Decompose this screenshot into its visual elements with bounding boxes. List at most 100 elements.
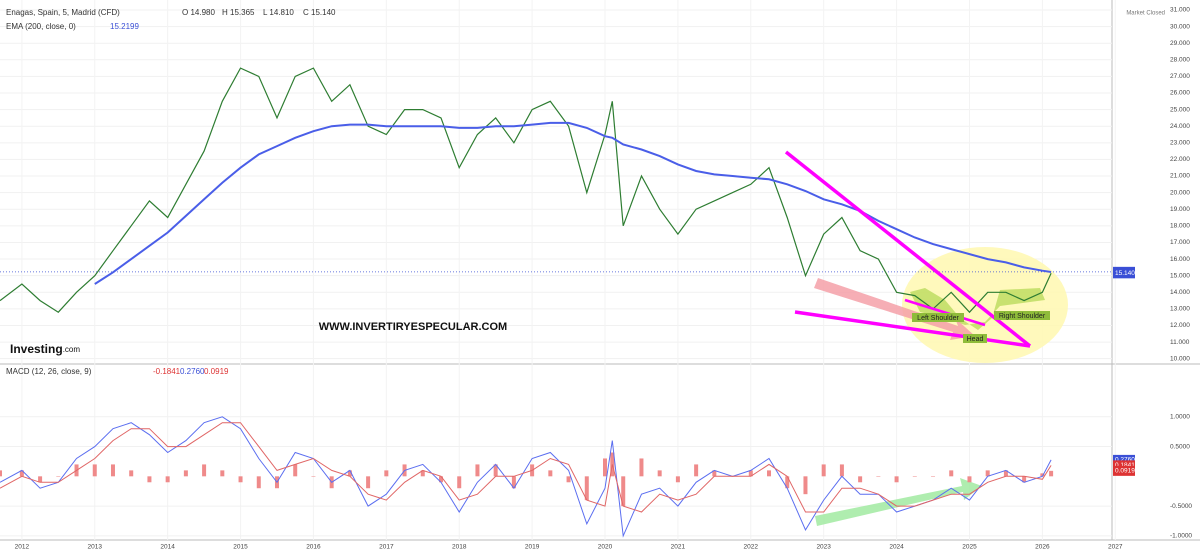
y-tick-label: 12.000 [1170, 322, 1190, 329]
histogram-bar [748, 470, 753, 477]
ohlc: C 15.140 [303, 8, 336, 17]
histogram-bar [694, 464, 699, 477]
y-tick-label: 15.000 [1170, 272, 1190, 279]
ema-line [94, 121, 1052, 285]
histogram-bar [92, 464, 97, 477]
y-tick-label: 23.000 [1170, 140, 1190, 147]
y-tick-label: 1.0000 [1170, 414, 1190, 421]
histogram-bar [38, 476, 43, 483]
y-tick-label: 14.000 [1170, 289, 1190, 296]
histogram-bar [293, 464, 298, 477]
macd-value: 0.2760 [180, 367, 205, 376]
pattern-area [910, 288, 1045, 330]
trendline [904, 298, 986, 327]
histogram-bar [858, 476, 863, 483]
histogram-bar [639, 458, 644, 477]
price-line [0, 67, 1052, 314]
histogram-bar [256, 476, 261, 489]
histogram-bar [129, 470, 134, 477]
histogram-bar [949, 470, 954, 477]
ohlc: H 15.365 [222, 8, 255, 17]
histogram-bar [1003, 470, 1008, 477]
histogram-bar [420, 470, 425, 477]
histogram-bar [603, 458, 608, 477]
histogram-bar [183, 470, 188, 477]
ohlc: O 14.980 [182, 8, 215, 17]
macd-line [0, 416, 1052, 538]
y-tick-label: -1.0000 [1170, 533, 1192, 540]
histogram-bar [785, 476, 790, 489]
histogram-bar [657, 470, 662, 477]
x-tick-label: 2025 [962, 544, 977, 551]
histogram-bar [311, 476, 316, 477]
histogram-bar [584, 476, 589, 501]
y-tick-label: 30.000 [1170, 23, 1190, 30]
market-status: Market Closed [1126, 11, 1165, 17]
indicator-value: 15.2199 [110, 22, 139, 31]
trendline [794, 310, 1031, 348]
logo-brand: Investing [10, 342, 63, 356]
price-tag [1113, 460, 1135, 471]
price-tag [1113, 454, 1135, 465]
histogram-bar [1022, 476, 1027, 483]
histogram-bar [839, 464, 844, 477]
histogram-bar [238, 476, 243, 483]
x-tick-label: 2024 [889, 544, 904, 551]
histogram-bar [56, 476, 61, 477]
histogram-bar [803, 476, 808, 495]
y-tick-label: 24.000 [1170, 123, 1190, 130]
histogram-bar [621, 476, 626, 507]
y-tick-label: 13.000 [1170, 306, 1190, 313]
x-tick-label: 2017 [379, 544, 394, 551]
x-tick-label: 2015 [233, 544, 248, 551]
macd-title: MACD (12, 26, close, 9) [6, 367, 92, 376]
x-tick-label: 2016 [306, 544, 321, 551]
price-tag [1113, 268, 1135, 279]
logo: Investing.com [10, 342, 80, 356]
y-tick-label: 18.000 [1170, 223, 1190, 230]
macd-value: -0.1841 [153, 367, 181, 376]
x-tick-label: 2023 [816, 544, 831, 551]
price-tag [1113, 465, 1135, 476]
histogram-bar [147, 476, 152, 483]
x-tick-label: 2027 [1108, 544, 1123, 551]
histogram-bar [0, 470, 2, 477]
signal-line [0, 422, 1052, 513]
x-tick-label: 2019 [525, 544, 540, 551]
histogram-bar [366, 476, 371, 489]
annotation: Right Shoulder [999, 313, 1046, 320]
x-tick-label: 2012 [15, 544, 30, 551]
x-tick-label: 2018 [452, 544, 467, 551]
y-tick-label: 22.000 [1170, 156, 1190, 163]
histogram-bar [165, 476, 170, 483]
green-arrow [815, 478, 982, 526]
histogram-bar [821, 464, 826, 477]
histogram-bar [384, 470, 389, 477]
indicator-name: EMA (200, close, 0) [6, 22, 76, 31]
histogram-bar [876, 476, 881, 477]
histogram-bar [220, 470, 225, 477]
histogram-bar [548, 470, 553, 477]
y-tick-label: 29.000 [1170, 40, 1190, 47]
histogram-bar [457, 476, 462, 489]
price-tag-label: 0.0919 [1115, 468, 1135, 475]
histogram-bar [511, 476, 516, 489]
histogram-bar [493, 464, 498, 477]
price-tag-label: 15.140 [1115, 270, 1135, 277]
histogram-bar [1049, 470, 1054, 477]
y-tick-label: -0.5000 [1170, 503, 1192, 510]
y-tick-label: 21.000 [1170, 173, 1190, 180]
y-tick-label: 11.000 [1170, 339, 1190, 346]
histogram-bar [767, 470, 772, 477]
annotation-box [994, 311, 1050, 320]
x-tick-label: 2022 [744, 544, 759, 551]
chart-title: Enagas, Spain, 5, Madrid (CFD) [6, 8, 120, 17]
histogram-bar [475, 464, 480, 477]
y-tick-label: 25.000 [1170, 106, 1190, 113]
y-tick-label: 19.000 [1170, 206, 1190, 213]
histogram-bar [438, 476, 443, 483]
histogram-bar [19, 470, 24, 477]
logo-suffix: .com [63, 345, 81, 354]
